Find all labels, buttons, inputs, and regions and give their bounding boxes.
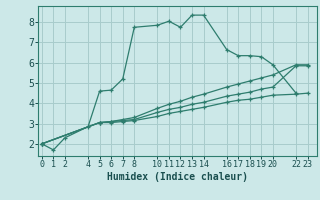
X-axis label: Humidex (Indice chaleur): Humidex (Indice chaleur) (107, 172, 248, 182)
